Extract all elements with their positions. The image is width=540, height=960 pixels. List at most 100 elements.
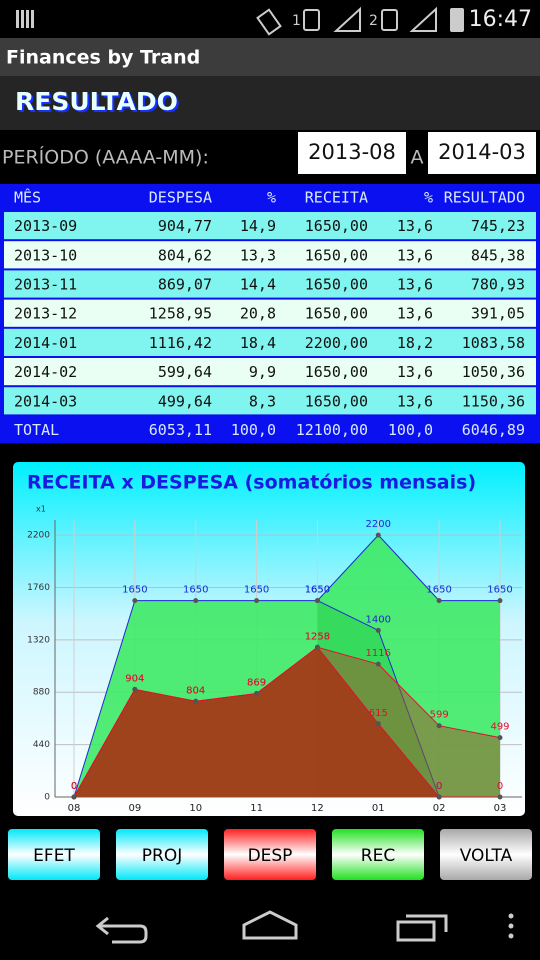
header-title: RESULTADO xyxy=(15,87,178,116)
button-label: REC xyxy=(361,846,395,866)
table-cell: 2200,00 xyxy=(305,334,368,352)
column-header: MÊS xyxy=(14,188,41,207)
period-label: PERÍODO (AAAA-MM): xyxy=(2,146,209,169)
y-tick-label: 1760 xyxy=(27,583,50,593)
table-cell: 391,05 xyxy=(471,305,525,323)
period-from-box[interactable] xyxy=(298,132,406,174)
series-line xyxy=(73,534,500,798)
table-cell: 14,9 xyxy=(240,217,276,235)
table-cell: 1258,95 xyxy=(149,305,212,323)
data-label: 1650 xyxy=(487,585,512,596)
table-row xyxy=(4,328,536,356)
table-cell: 13,6 xyxy=(397,276,433,294)
button-label: PROJ xyxy=(142,846,182,866)
table-cell: 904,77 xyxy=(158,217,212,235)
y-tick-label: 0 xyxy=(44,793,50,803)
data-point xyxy=(375,721,381,727)
table-cell: 845,38 xyxy=(471,246,525,264)
menu-button[interactable] xyxy=(508,913,514,939)
sim-1: 1 xyxy=(292,13,301,29)
table-cell: 499,64 xyxy=(158,392,212,410)
recents-button[interactable] xyxy=(396,914,448,942)
button[interactable] xyxy=(440,829,532,880)
table-cell: 2013-10 xyxy=(14,246,77,264)
table-cell: 18,2 xyxy=(397,334,433,352)
total-cell: TOTAL xyxy=(14,421,59,439)
data-label: 599 xyxy=(430,710,449,721)
table-cell: 599,64 xyxy=(158,363,212,381)
table-cell: 745,23 xyxy=(471,217,525,235)
button[interactable] xyxy=(224,829,316,880)
table-cell: 13,6 xyxy=(397,305,433,323)
button[interactable] xyxy=(8,829,100,880)
data-label: 1116 xyxy=(366,648,391,659)
period-sep: A xyxy=(411,147,424,169)
y-tick-label: 880 xyxy=(33,688,50,698)
data-label: 2200 xyxy=(366,519,391,530)
data-point xyxy=(254,598,260,604)
data-label: 1650 xyxy=(305,585,330,596)
button-label: VOLTA xyxy=(460,846,513,866)
series-area xyxy=(74,647,500,797)
chart: 0 440 880 1320 1760 2200 08 09 10 11 12 01 02 03 0 1650… xyxy=(27,519,522,814)
status-icons xyxy=(16,6,464,36)
table-row xyxy=(4,299,536,327)
data-label: 0 xyxy=(71,781,77,792)
sim-2: 2 xyxy=(369,13,378,29)
button-label: DESP xyxy=(248,846,293,866)
data-label: 869 xyxy=(247,678,266,689)
data-point xyxy=(436,723,442,729)
data-point xyxy=(71,794,77,800)
data-point xyxy=(254,691,260,697)
button[interactable] xyxy=(116,829,208,880)
table-cell: 2014-03 xyxy=(14,392,77,410)
x-tick-label: 09 xyxy=(128,803,141,814)
table-cell: 13,3 xyxy=(240,246,276,264)
table-cell: 1083,58 xyxy=(462,334,525,352)
table-cell: 18,4 xyxy=(240,334,276,352)
table-cell: 1650,00 xyxy=(305,305,368,323)
x-tick-label: 08 xyxy=(68,803,81,814)
data-label: 1650 xyxy=(122,585,147,596)
table-cell: 14,4 xyxy=(240,276,276,294)
table-cell: 1116,42 xyxy=(149,334,212,352)
x-tick-label: 10 xyxy=(189,803,202,814)
data-point xyxy=(314,644,320,650)
data-point xyxy=(436,794,442,800)
data-label: 804 xyxy=(186,685,205,696)
y-axis-label: x1 xyxy=(36,505,46,514)
table-cell: 869,07 xyxy=(158,276,212,294)
data-point xyxy=(375,532,381,538)
data-label: 499 xyxy=(490,722,509,733)
table-cell: 1650,00 xyxy=(305,363,368,381)
table-cell: 1650,00 xyxy=(305,246,368,264)
total-cell: 6053,11 xyxy=(149,421,212,439)
period-to: 2014-03 xyxy=(438,140,526,164)
button-bar: EFET PROJ DESP REC VOLTA xyxy=(8,829,532,880)
table-cell: 13,6 xyxy=(397,392,433,410)
home-button[interactable] xyxy=(242,910,298,940)
period-to-box[interactable] xyxy=(428,132,536,174)
period-from: 2013-08 xyxy=(308,140,396,164)
table-cell: 13,6 xyxy=(397,246,433,264)
data-point xyxy=(497,735,503,741)
table-cell: 1650,00 xyxy=(305,276,368,294)
data-label: 904 xyxy=(125,673,144,684)
x-tick-label: 01 xyxy=(372,803,385,814)
data-label: 0 xyxy=(497,781,503,792)
y-tick-label: 440 xyxy=(33,740,50,750)
data-label: 1650 xyxy=(305,585,330,596)
table-cell: 804,62 xyxy=(158,246,212,264)
back-button[interactable] xyxy=(95,916,148,944)
data-label: 0 xyxy=(436,781,442,792)
button[interactable] xyxy=(332,829,424,880)
data-point xyxy=(497,794,503,800)
table-cell: 13,6 xyxy=(397,217,433,235)
column-header: % xyxy=(424,189,433,207)
table-cell: 1650,00 xyxy=(305,217,368,235)
column-header: % xyxy=(267,189,276,207)
data-point xyxy=(497,598,503,604)
data-label: 804 xyxy=(186,685,205,696)
table-row xyxy=(4,270,536,298)
